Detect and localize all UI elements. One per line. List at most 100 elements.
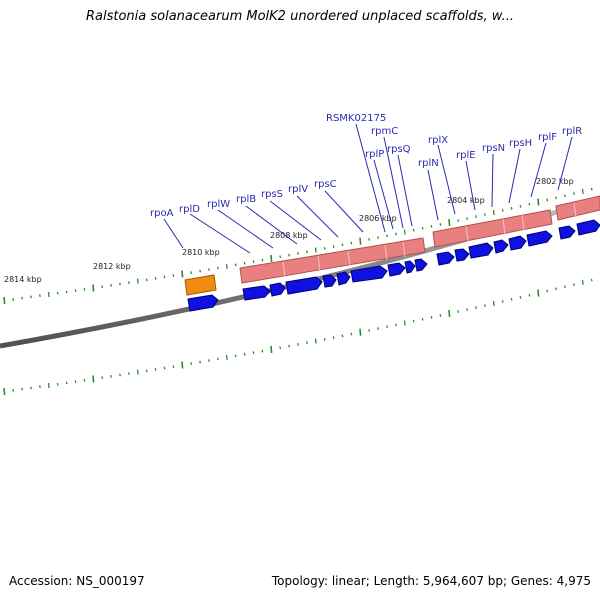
gene-label-rpsS[interactable]: rpsS xyxy=(261,189,283,200)
ruler-tick xyxy=(492,209,495,216)
gene-arrow[interactable] xyxy=(493,239,509,254)
ruler-tick xyxy=(377,236,380,240)
ruler-tick xyxy=(403,320,406,326)
ruler-tick xyxy=(172,274,175,277)
ruler-tick xyxy=(581,188,584,194)
gene-label-rplN[interactable]: rplN xyxy=(418,158,439,169)
gene-arrow[interactable] xyxy=(508,235,527,251)
ruler-tick xyxy=(439,314,442,317)
ruler-tick xyxy=(225,263,228,269)
ruler-tick xyxy=(448,309,451,318)
gene-band-segment[interactable] xyxy=(239,237,426,284)
gene-label-rpsQ[interactable]: rpsQ xyxy=(387,144,411,155)
leader-line-rplN xyxy=(427,169,439,221)
ruler-tick xyxy=(581,279,584,285)
leader-line-rpsQ xyxy=(397,154,413,227)
gene-label-rplE[interactable]: rplE xyxy=(456,150,476,161)
gene-arrow[interactable] xyxy=(387,262,406,277)
gene-arrow[interactable] xyxy=(242,285,271,301)
gene-label-rpoA[interactable]: rpoA xyxy=(150,208,174,219)
leader-line-rpsN xyxy=(491,153,494,208)
ruler-tick xyxy=(234,263,237,267)
gene-arrow[interactable] xyxy=(187,294,219,312)
gene-label-rpsN[interactable]: rpsN xyxy=(482,143,505,154)
gene-arrow[interactable] xyxy=(269,282,286,297)
ruler-tick xyxy=(386,325,388,329)
gene-label-rplR[interactable]: rplR xyxy=(562,126,582,137)
gene-label-rplW[interactable]: rplW xyxy=(207,199,230,210)
ruler-label-2804: 2804 kbp xyxy=(447,196,485,205)
ruler-tick xyxy=(394,232,397,236)
ruler-tick xyxy=(127,372,130,376)
gene-arrow[interactable] xyxy=(322,274,337,288)
gene-label-rpsC[interactable]: rpsC xyxy=(314,179,337,190)
ruler-tick xyxy=(145,369,148,373)
ruler-tick xyxy=(136,278,139,284)
band-divider xyxy=(384,244,388,261)
gene-label-rpmC[interactable]: rpmC xyxy=(371,126,398,137)
ruler-tick xyxy=(12,388,15,392)
highlight-feature[interactable] xyxy=(184,274,217,296)
leader-line-rplF xyxy=(530,142,547,198)
ruler-tick xyxy=(65,381,68,385)
gene-arrow[interactable] xyxy=(576,219,600,236)
ruler-tick xyxy=(30,295,32,299)
gene-label-RSMK02175[interactable]: RSMK02175 xyxy=(326,113,386,124)
gene-band-segment[interactable] xyxy=(555,195,600,221)
leader-line-rplV xyxy=(296,195,339,238)
ruler-tick xyxy=(323,246,326,250)
gene-arrow[interactable] xyxy=(526,230,553,247)
gene-arrow[interactable] xyxy=(404,260,416,274)
band-divider xyxy=(317,255,321,272)
ruler-tick xyxy=(110,374,113,378)
ruler-tick xyxy=(305,250,308,254)
ruler-tick xyxy=(261,349,264,353)
ruler-tick xyxy=(136,369,139,375)
gene-arrow[interactable] xyxy=(336,271,351,286)
ruler-tick xyxy=(56,291,59,295)
ruler-label-2802: 2802 kbp xyxy=(536,177,574,186)
gene-arrow[interactable] xyxy=(558,225,576,240)
ruler-tick xyxy=(403,229,406,235)
gene-label-rplP[interactable]: rplP xyxy=(365,149,384,160)
ruler-tick xyxy=(421,226,424,230)
ruler-tick xyxy=(110,283,113,287)
ruler-tick xyxy=(243,352,246,356)
ruler-tick xyxy=(466,308,469,311)
gene-label-rplX[interactable]: rplX xyxy=(428,135,448,146)
gene-label-rplV[interactable]: rplV xyxy=(288,184,308,195)
band-divider xyxy=(347,250,351,267)
ruler-tick xyxy=(368,329,371,332)
ruler-tick xyxy=(243,261,246,265)
ruler-tick xyxy=(288,344,291,348)
gene-arrow[interactable] xyxy=(436,251,455,266)
ruler-tick xyxy=(12,297,15,301)
ruler-tick xyxy=(119,282,121,286)
gene-arrow[interactable] xyxy=(350,265,388,283)
ruler-tick xyxy=(359,237,362,245)
leader-line-rpoA xyxy=(163,218,184,249)
ruler-tick xyxy=(270,345,273,353)
ruler-tick xyxy=(421,317,424,321)
ruler-tick xyxy=(590,187,593,191)
ruler-tick xyxy=(537,289,540,297)
gene-arrow[interactable] xyxy=(454,248,470,262)
gene-label-rplD[interactable]: rplD xyxy=(179,204,200,215)
ruler-tick xyxy=(252,351,255,355)
ruler-tick xyxy=(101,285,104,289)
gene-label-rplF[interactable]: rplF xyxy=(538,132,557,143)
band-divider xyxy=(465,225,469,242)
ruler-tick xyxy=(47,291,50,298)
ruler-tick xyxy=(47,382,50,389)
gene-arrow[interactable] xyxy=(414,258,428,272)
gene-arrow[interactable] xyxy=(285,276,323,295)
leader-line-rpsC xyxy=(324,190,364,233)
gene-label-rpsH[interactable]: rpsH xyxy=(509,138,532,149)
ruler-tick xyxy=(297,343,299,346)
gene-arrow[interactable] xyxy=(468,242,494,259)
leader-line-RSMK02175 xyxy=(355,123,386,233)
gene-label-rplB[interactable]: rplB xyxy=(236,194,256,205)
leader-line-rplD xyxy=(189,213,251,254)
